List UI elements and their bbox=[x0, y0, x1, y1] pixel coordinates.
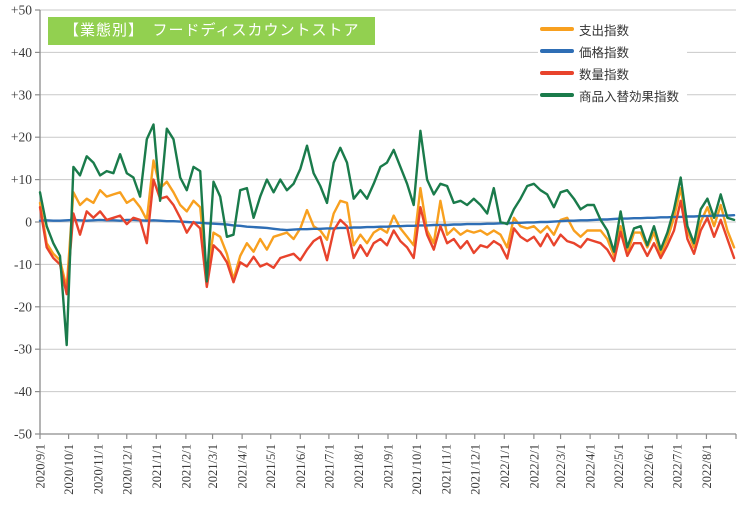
y-axis-label: +20 bbox=[11, 130, 32, 145]
y-axis-label: 0 bbox=[25, 215, 32, 230]
x-axis-label: 2021/2/1 bbox=[179, 444, 193, 488]
y-axis-label: -20 bbox=[14, 299, 32, 314]
legend: 支出指数価格指数数量指数商品入替効果指数 bbox=[538, 14, 688, 110]
x-axis-label: 2021/5/1 bbox=[264, 444, 278, 488]
y-axis-label: -10 bbox=[14, 257, 32, 272]
x-axis-label: 2021/10/1 bbox=[410, 444, 424, 495]
x-axis-label: 2021/7/1 bbox=[322, 444, 336, 488]
legend-item: 支出指数 bbox=[540, 18, 679, 40]
y-axis-label: -30 bbox=[14, 342, 32, 357]
quantity-index-line bbox=[38, 178, 736, 296]
legend-line-swatch bbox=[540, 27, 574, 31]
x-axis-label: 2021/3/1 bbox=[206, 444, 220, 488]
y-axis-label: +50 bbox=[11, 3, 32, 18]
x-axis-label: 2020/9/1 bbox=[34, 444, 48, 488]
x-axis-label: 2021/6/1 bbox=[294, 444, 308, 488]
y-axis-label: +40 bbox=[11, 45, 32, 60]
x-axis-label: 2020/12/1 bbox=[120, 444, 134, 495]
legend-item: 数量指数 bbox=[540, 62, 679, 84]
legend-line-swatch bbox=[540, 71, 574, 75]
x-axis-label: 2021/1/1 bbox=[150, 444, 164, 488]
legend-label: 数量指数 bbox=[579, 67, 630, 82]
x-axis-label: 2022/4/1 bbox=[584, 444, 598, 488]
legend-label: 商品入替効果指数 bbox=[579, 89, 680, 104]
x-axis-label: 2021/4/1 bbox=[236, 444, 250, 488]
y-axis-label: +10 bbox=[11, 172, 32, 187]
x-axis-label: 2022/5/1 bbox=[612, 444, 626, 488]
chart-title-text: 【業態別】 フードディスカウントストア bbox=[64, 22, 360, 39]
legend-line-swatch bbox=[540, 49, 574, 53]
legend-item: 商品入替効果指数 bbox=[540, 84, 679, 106]
x-axis-label: 2022/1/1 bbox=[498, 444, 512, 488]
x-axis-label: 2022/6/1 bbox=[642, 444, 656, 488]
x-axis-label: 2022/3/1 bbox=[554, 444, 568, 488]
x-axis-label: 2021/9/1 bbox=[382, 444, 396, 488]
x-axis-label: 2021/11/1 bbox=[440, 444, 454, 494]
chart-title-badge: 【業態別】 フードディスカウントストア bbox=[48, 17, 376, 45]
x-axis-label: 2022/2/1 bbox=[527, 444, 541, 488]
y-axis-label: +30 bbox=[11, 87, 32, 102]
legend-label: 価格指数 bbox=[579, 45, 630, 60]
x-axis-label: 2022/7/1 bbox=[670, 444, 684, 488]
x-axis-label: 2020/10/1 bbox=[62, 444, 76, 495]
y-axis-label: -40 bbox=[14, 384, 32, 399]
x-axis-label: 2020/11/1 bbox=[92, 444, 106, 494]
legend-item: 価格指数 bbox=[540, 40, 679, 62]
y-axis-label: -50 bbox=[14, 427, 32, 442]
price-index-line bbox=[38, 213, 736, 232]
x-axis-label: 2021/12/1 bbox=[468, 444, 482, 495]
legend-label: 支出指数 bbox=[579, 23, 630, 38]
x-axis-label: 2022/8/1 bbox=[700, 444, 714, 488]
x-axis-label: 2021/8/1 bbox=[352, 444, 366, 488]
substitution-index-line bbox=[38, 123, 736, 347]
legend-line-swatch bbox=[540, 93, 574, 97]
